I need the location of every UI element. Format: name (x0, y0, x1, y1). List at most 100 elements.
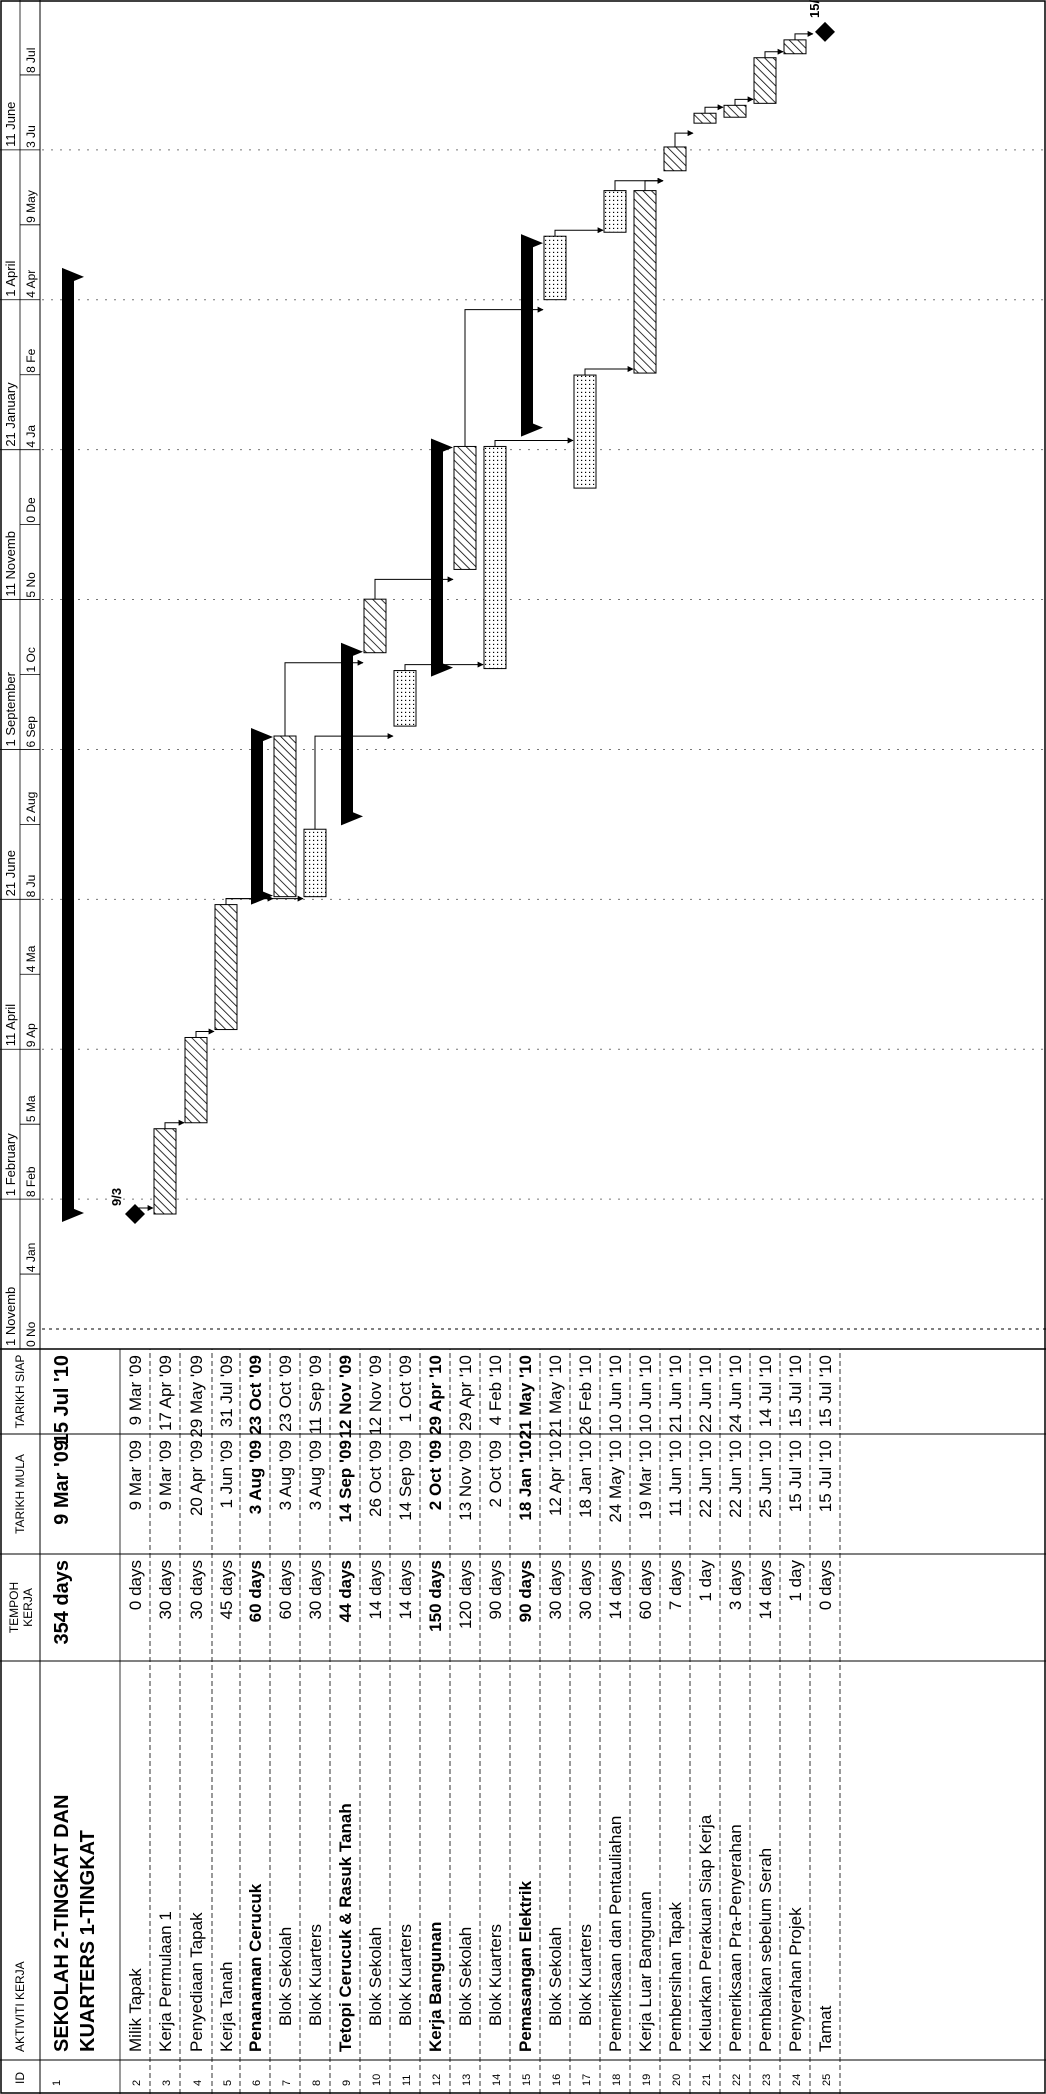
task-finish: 21 May '10 (546, 1355, 565, 1438)
task-finish: 15 Jul '10 (786, 1355, 805, 1427)
timescale-minor-label: 3 Ju (24, 125, 38, 148)
timescale-minor-label: 4 Ma (24, 945, 38, 972)
task-id: 15 (521, 2074, 533, 2086)
task-id: 19 (641, 2074, 653, 2086)
timescale-major-label: 11 April (3, 1004, 18, 1047)
summary-cap-start (341, 807, 363, 826)
dependency-arrow (225, 895, 304, 905)
task-bar (543, 235, 567, 301)
task-id: 18 (611, 2074, 623, 2086)
task-bar (693, 112, 717, 124)
task-finish: 21 May '10 (516, 1355, 535, 1439)
summary-bar (341, 650, 353, 818)
dependency-arrow (614, 177, 664, 191)
task-finish: 10 Jun '10 (606, 1355, 625, 1433)
task-name: Blok Sekolah (546, 1927, 565, 2026)
summary-bar (62, 275, 74, 1214)
task-finish: 23 Oct '09 (246, 1355, 265, 1435)
summary-cap-end (341, 642, 363, 661)
timescale-major-label: 1 September (3, 671, 18, 746)
task-name-line2: KUARTERS 1-TINGKAT (77, 1830, 99, 2052)
summary-bar (431, 446, 443, 669)
task-name: Keluarkan Perakuan Siap Kerja (696, 1814, 715, 2052)
timescale-major-label: 1 April (3, 261, 18, 297)
task-name: Penyerahan Projek (786, 1907, 805, 2052)
task-start: 14 Sep '09 (396, 1440, 415, 1521)
task-id: 1 (51, 2080, 63, 2086)
task-start: 11 Jun '10 (666, 1440, 685, 1517)
timescale-minor-label: 8 Feb (24, 1166, 38, 1197)
task-duration: 14 days (756, 1560, 775, 1620)
dependency-arrow (464, 306, 544, 447)
task-duration: 30 days (187, 1560, 206, 1620)
timescale-major-label: 1 Novemb (3, 1287, 18, 1346)
task-bar (633, 190, 657, 374)
task-name: Blok Kuarters (576, 1924, 595, 2026)
summary-bar (521, 242, 533, 429)
task-bar (723, 104, 747, 118)
header-id: ID (13, 2072, 27, 2084)
task-finish: 24 Jun '10 (726, 1355, 745, 1433)
timescale-minor-label: 4 Apr (24, 270, 38, 298)
task-finish: 29 May '09 (187, 1355, 206, 1438)
task-id: 10 (371, 2074, 383, 2086)
task-start: 15 Jul '10 (786, 1440, 805, 1512)
dependency-arrow (764, 48, 784, 58)
task-name: Blok Sekolah (366, 1927, 385, 2026)
task-finish: 23 Oct '09 (276, 1355, 295, 1432)
task-name: Kerja Permulaan 1 (156, 1911, 175, 2052)
timescale-major-label: 11 Novemb (3, 531, 18, 597)
header-duration: TEMPOH (7, 1582, 21, 1633)
dependency-arrow (195, 1028, 215, 1038)
timescale-major-label: 11 June (3, 102, 18, 147)
task-start: 12 Apr '10 (546, 1440, 565, 1516)
task-finish: 15 Jul '10 (51, 1355, 73, 1444)
task-start: 9 Mar '09 (51, 1440, 73, 1525)
task-name: Blok Sekolah (276, 1927, 295, 2026)
task-duration: 1 day (696, 1560, 715, 1602)
task-name: Blok Kuarters (396, 1924, 415, 2026)
timescale-minor-label: 5 No (24, 572, 38, 598)
task-id: 22 (731, 2074, 743, 2086)
task-finish: 29 Apr '10 (456, 1355, 475, 1431)
timescale-minor-label: 9 May (24, 190, 38, 223)
task-start: 9 Mar '09 (126, 1440, 145, 1510)
summary-cap-end (62, 267, 84, 286)
header-finish: TARIKH SIAP (13, 1355, 27, 1429)
timescale-minor-label: 8 Ju (24, 875, 38, 898)
task-id: 8 (311, 2080, 323, 2086)
task-start: 22 Jun '10 (726, 1440, 745, 1518)
gantt-bars (62, 21, 835, 1224)
header-activity: AKTIVITI KERJA (13, 1961, 27, 2052)
dependency-arrow (494, 437, 574, 447)
task-duration: 1 day (786, 1560, 805, 1602)
task-bar (483, 445, 507, 670)
task-finish: 10 Jun '10 (636, 1355, 655, 1433)
task-id: 14 (491, 2074, 503, 2086)
summary-cap-start (521, 418, 543, 437)
task-finish: 21 Jun '10 (666, 1355, 685, 1433)
task-id: 6 (251, 2080, 263, 2086)
task-name: Blok Kuarters (306, 1924, 325, 2026)
task-finish: 12 Nov '09 (336, 1355, 355, 1438)
dependency-arrow (164, 1119, 185, 1129)
task-finish: 31 Jul '09 (217, 1355, 236, 1427)
task-id: 17 (581, 2074, 593, 2086)
task-duration: 90 days (516, 1560, 535, 1622)
summary-cap-end (431, 438, 453, 457)
task-duration: 0 days (126, 1560, 145, 1610)
milestone-label-start: 9/3 (109, 1188, 124, 1206)
task-duration: 0 days (816, 1560, 835, 1610)
task-bar (273, 735, 297, 898)
task-bar (603, 190, 627, 233)
task-finish: 22 Jun '10 (696, 1355, 715, 1433)
task-duration: 30 days (546, 1560, 565, 1620)
task-duration: 45 days (217, 1560, 236, 1620)
task-start: 1 Jun '09 (217, 1440, 236, 1508)
task-finish: 11 Sep '09 (306, 1355, 325, 1435)
task-start: 22 Jun '10 (696, 1440, 715, 1518)
header-duration-2: KERJA (21, 1588, 35, 1627)
